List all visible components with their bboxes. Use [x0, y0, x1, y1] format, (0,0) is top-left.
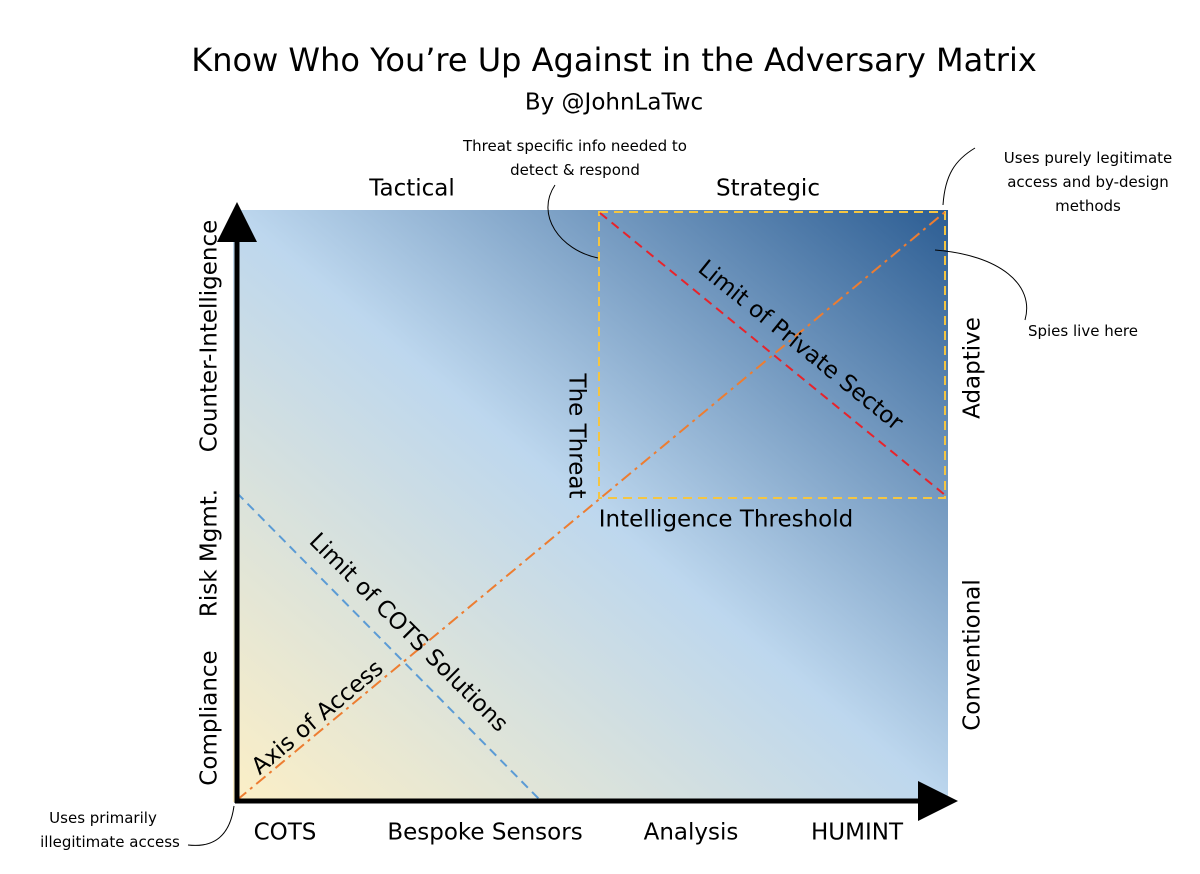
- callout-lines: [187, 147, 1028, 846]
- title: Know Who You’re Up Against in the Advers…: [191, 41, 1037, 79]
- bottom-label: HUMINT: [811, 820, 904, 846]
- cots-limit-line: [236, 492, 541, 801]
- callout-line: access and by-design: [1007, 173, 1169, 191]
- top-label: Strategic: [716, 176, 820, 202]
- callout-line: Uses purely legitimate: [1004, 149, 1173, 167]
- callout-line: Uses primarily: [49, 809, 157, 827]
- region-label: The Threat: [564, 373, 590, 499]
- callout: Threat specific info needed to detect & r…: [462, 137, 687, 179]
- region-label: Intelligence Threshold: [599, 507, 853, 533]
- callout: Spies live here: [1028, 322, 1138, 340]
- callout: Uses primarily illegitimate access: [40, 809, 180, 851]
- bottom-label: Bespoke Sensors: [387, 820, 582, 846]
- callout: Uses purely legitimate access and by-desi…: [1004, 149, 1173, 215]
- right-label: Adaptive: [960, 317, 986, 419]
- subtitle: By @JohnLaTwc: [525, 90, 703, 116]
- callout-line: illegitimate access: [40, 833, 180, 851]
- left-label: Risk Mgmt.: [197, 489, 223, 617]
- right-label: Conventional: [960, 579, 986, 731]
- bottom-label: COTS: [254, 820, 317, 846]
- callout-line: detect & respond: [510, 161, 640, 179]
- top-label: Tactical: [368, 176, 455, 202]
- threat-box: [598, 211, 946, 499]
- access-axis: [236, 211, 946, 801]
- left-label: Counter-Intelligence: [197, 220, 223, 453]
- callout-line: Spies live here: [1028, 322, 1138, 340]
- callout-line: methods: [1055, 197, 1121, 215]
- callout-line: Threat specific info needed to: [462, 137, 687, 155]
- left-label: Compliance: [197, 650, 223, 785]
- bottom-label: Analysis: [644, 820, 739, 846]
